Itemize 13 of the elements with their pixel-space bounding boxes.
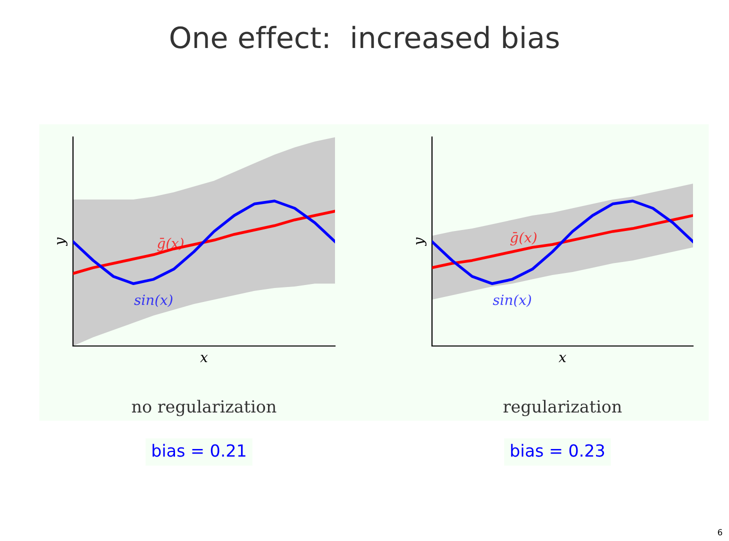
series-label: ḡ(x) — [510, 232, 536, 246]
y-axis-title: y — [416, 237, 426, 246]
text: bias = 0.23 — [511, 444, 604, 457]
x-axis-title: x — [558, 354, 566, 362]
chart-title: One effect: increased bias — [170, 26, 559, 48]
x-axis-title: x — [200, 354, 208, 362]
text: no regularization — [132, 400, 276, 416]
series-label: sin(x) — [492, 294, 532, 308]
series-label: sin(x) — [134, 294, 172, 308]
y-axis-title: y — [57, 237, 68, 246]
text: bias = 0.21 — [152, 444, 246, 457]
text: regularization — [503, 400, 622, 416]
text: 6 — [718, 529, 722, 536]
